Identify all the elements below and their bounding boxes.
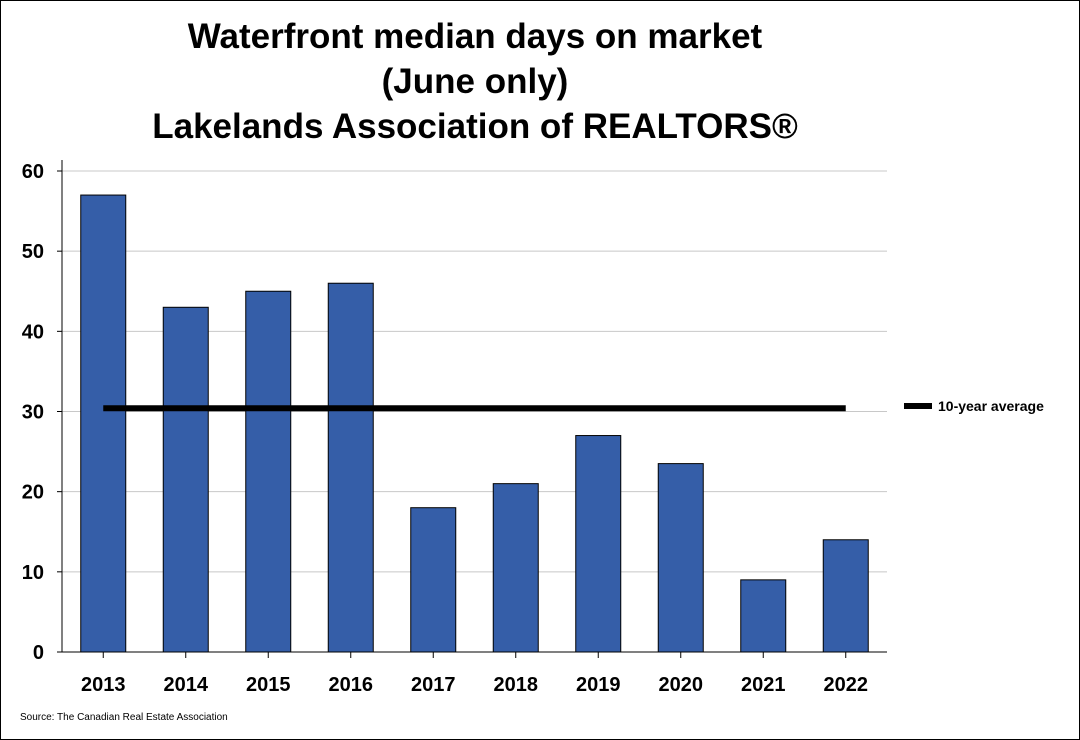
x-tick-label: 2018 (494, 674, 539, 696)
bar-2016 (327, 282, 374, 653)
y-tick-label: 50 (22, 241, 44, 263)
x-tick-label: 2014 (164, 674, 209, 696)
bar-2014 (162, 306, 209, 653)
y-tick-label: 40 (22, 321, 44, 343)
x-tick-label: 2019 (576, 674, 621, 696)
bars (80, 194, 869, 653)
bar-2022 (822, 539, 869, 653)
bar-2015 (245, 290, 292, 653)
title-line-2: (June only) (381, 62, 569, 101)
bar-2019 (575, 435, 622, 653)
bar-2020 (657, 463, 704, 653)
bar-2018 (492, 483, 539, 653)
x-tick-label: 2016 (329, 674, 374, 696)
x-tick-labels: 2013 2014 2015 2016 2017 2018 2019 2020 2021 2022 (81, 674, 868, 696)
x-tick-label: 2017 (411, 674, 456, 696)
title-line-3: Lakelands Association of REALTORS® (152, 107, 798, 146)
legend: 10-year average (904, 398, 1044, 414)
x-tick-label: 2013 (81, 674, 126, 696)
y-tick-label: 30 (22, 402, 44, 424)
y-tick-label: 60 (22, 161, 44, 183)
x-tick-label: 2015 (246, 674, 291, 696)
x-tick-label: 2020 (659, 674, 704, 696)
y-tick-labels: 0 10 20 30 40 50 60 (22, 161, 44, 664)
bar-2017 (410, 507, 457, 653)
bar-2021 (740, 579, 787, 653)
y-tick-label: 10 (22, 562, 44, 584)
y-tick-label: 20 (22, 482, 44, 504)
legend-label: 10-year average (938, 398, 1044, 414)
x-tick-label: 2021 (741, 674, 786, 696)
y-tick-label: 0 (33, 642, 44, 664)
source-note: Source: The Canadian Real Estate Associa… (20, 712, 228, 723)
bar-2013 (80, 194, 127, 653)
axes (57, 160, 887, 658)
chart-title: Waterfront median days on market (June o… (60, 14, 890, 149)
x-tick-label: 2022 (824, 674, 869, 696)
title-line-1: Waterfront median days on market (187, 17, 763, 56)
